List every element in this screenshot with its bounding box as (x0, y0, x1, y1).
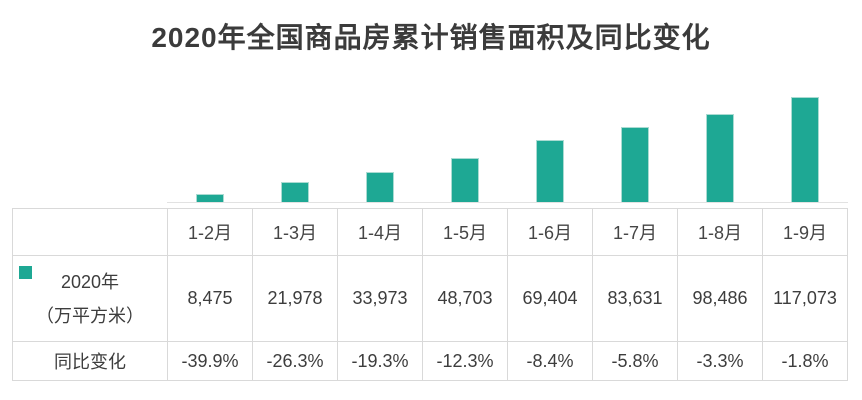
yoy-change-value-cell: -39.9% (167, 341, 253, 381)
yoy-change-value-cell: -5.8% (592, 341, 678, 381)
yoy-change-value-cell: -8.4% (507, 341, 593, 381)
bar-1-3月 (280, 182, 309, 202)
data-table: 1-2月 1-3月 1-4月 1-5月 1-6月 1-7月 1-8月 1-9月 2020年 （… (12, 208, 848, 381)
yoy-change-value-cell: -1.8% (762, 341, 848, 381)
table-header-cell: 1-8月 (677, 208, 763, 256)
table-header-cell: 1-3月 (252, 208, 338, 256)
sales-area-value-cell: 83,631 (592, 255, 678, 342)
series-label: 2020年 （万平方米） (14, 265, 167, 333)
bar-plot-area (167, 97, 848, 203)
series-label-cell: 2020年 （万平方米） (12, 255, 168, 342)
sales-area-value-cell: 33,973 (337, 255, 423, 342)
yoy-change-value-cell: -3.3% (677, 341, 763, 381)
bar-1-4月 (365, 172, 394, 202)
bar-1-6月 (536, 140, 565, 202)
sales-area-value-cell: 48,703 (422, 255, 508, 342)
bar-1-9月 (791, 97, 820, 202)
legend-swatch-icon (19, 266, 32, 279)
table-header-row: 1-2月 1-3月 1-4月 1-5月 1-6月 1-7月 1-8月 1-9月 (12, 208, 848, 256)
bar-1-8月 (706, 114, 735, 202)
table-corner-cell (12, 208, 168, 256)
table-header-cell: 1-9月 (762, 208, 848, 256)
table-header-cell: 1-4月 (337, 208, 423, 256)
chart-title: 2020年全国商品房累计销售面积及同比变化 (151, 22, 711, 53)
table-header-cell: 1-7月 (592, 208, 678, 256)
yoy-change-value-cell: -19.3% (337, 341, 423, 381)
series-label-year: 2020年 (60, 271, 120, 292)
yoy-change-value-cell: -12.3% (422, 341, 508, 381)
series-label-unit: （万平方米） (36, 305, 144, 326)
table-header-cell: 1-2月 (167, 208, 253, 256)
sales-area-value-cell: 8,475 (167, 255, 253, 342)
sales-area-value-cell: 98,486 (677, 255, 763, 342)
table-row-sales-area: 2020年 （万平方米） 8,475 21,978 33,973 48,703 69,4… (12, 255, 848, 342)
sales-area-value-cell: 21,978 (252, 255, 338, 342)
table-header-cell: 1-6月 (507, 208, 593, 256)
yoy-label-cell: 同比变化 (12, 341, 168, 381)
bar-1-2月 (195, 194, 224, 202)
table-header-cell: 1-5月 (422, 208, 508, 256)
yoy-change-value-cell: -26.3% (252, 341, 338, 381)
bar-1-7月 (621, 127, 650, 202)
table-row-yoy-change: 同比变化 -39.9% -26.3% -19.3% -12.3% -8.4% -5.8% -… (12, 341, 848, 381)
sales-area-value-cell: 69,404 (507, 255, 593, 342)
sales-area-value-cell: 117,073 (762, 255, 848, 342)
bar-1-5月 (450, 158, 479, 202)
